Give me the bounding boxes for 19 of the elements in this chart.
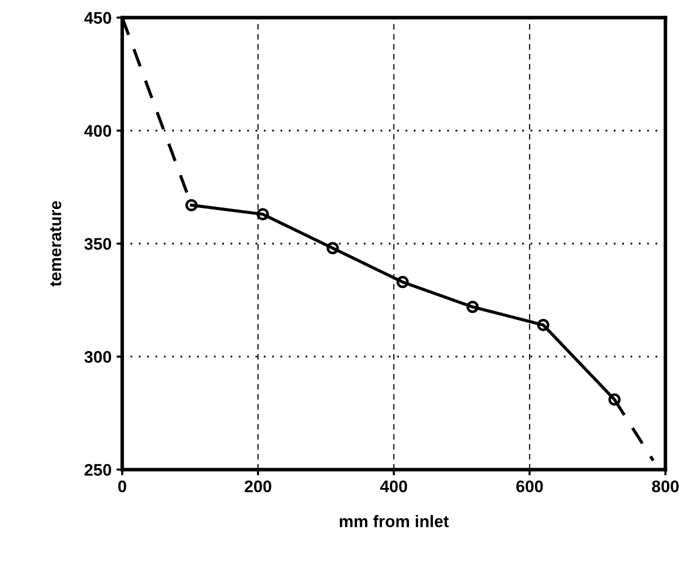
point — [466, 300, 479, 313]
point — [396, 276, 409, 288]
point — [185, 199, 198, 212]
point — [537, 318, 550, 332]
x-tick-label: 200 — [244, 480, 272, 492]
x-axis-title: mm from inlet — [340, 515, 449, 528]
x-tick-label: 800 — [652, 480, 679, 492]
x-tick-label: 600 — [516, 480, 543, 492]
y-tick-label: 450 — [84, 12, 112, 24]
point — [256, 208, 269, 220]
y-axis-title: temerature — [50, 201, 62, 286]
y-tick-label: 300 — [84, 351, 112, 363]
y-tick-label: 400 — [84, 125, 112, 137]
x-tick-label: 400 — [380, 480, 408, 492]
x-tick-label: 0 — [118, 480, 126, 492]
y-tick-label: 250 — [84, 464, 112, 476]
y-tick-label: 350 — [84, 238, 112, 250]
point — [326, 242, 339, 254]
point — [608, 393, 621, 406]
